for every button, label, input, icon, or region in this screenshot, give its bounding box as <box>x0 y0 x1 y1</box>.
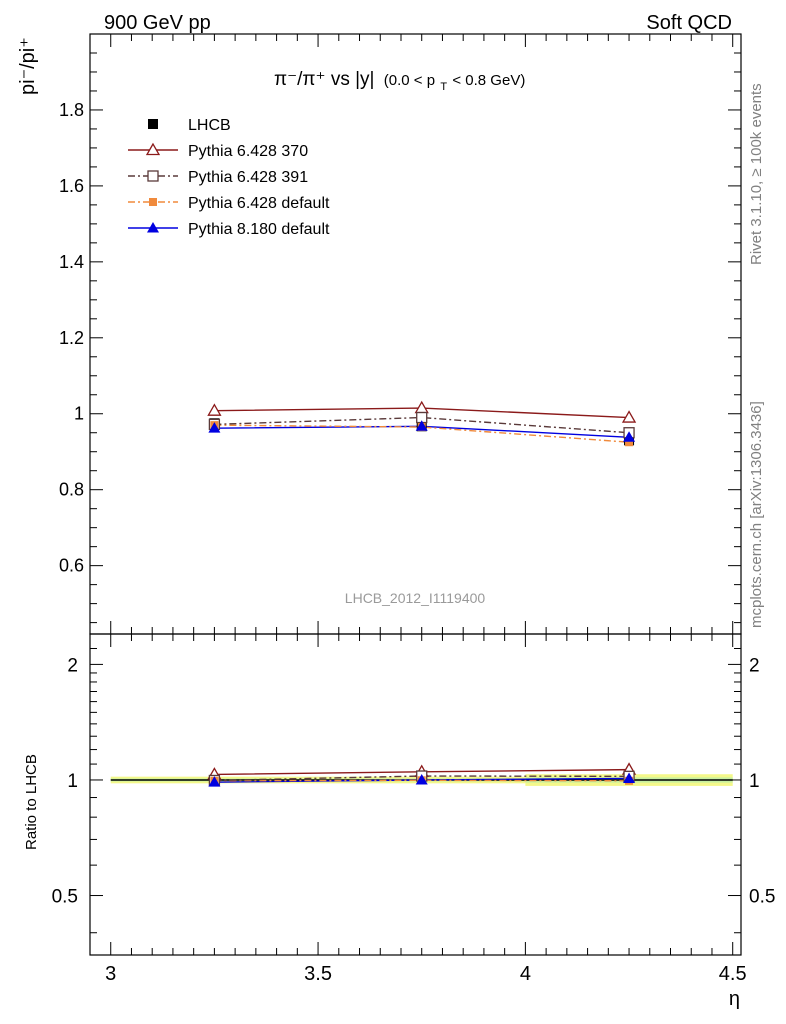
ratio-y-tick-label-right: 0.5 <box>749 887 775 908</box>
main-data-point <box>623 431 636 442</box>
main-data-point <box>207 403 222 416</box>
main-y-ticks: 0.6 0.8 1 1.2 1.4 1.6 1.8 <box>59 34 741 634</box>
main-data-point <box>415 420 428 431</box>
main-y-tick-label: 1.2 <box>59 328 84 348</box>
ratio-series-points <box>207 762 637 787</box>
header-right: Soft QCD <box>646 12 732 34</box>
rivet-label: Rivet 3.1.10, ≥ 100k events <box>748 83 765 265</box>
ratio-y-ticks: 0.5 0.5 1 1 2 2 <box>52 648 775 934</box>
main-y-tick-label: 1.4 <box>59 252 84 272</box>
main-title-cut-sub: T <box>440 81 447 93</box>
ratio-data-point <box>415 773 428 785</box>
main-panel: 0.6 0.8 1 1.2 1.4 1.6 1.8 pi⁻/pi⁺ π⁻/π⁺ vs |y|… <box>17 33 742 635</box>
legend-label: Pythia 8.180 default <box>188 221 330 238</box>
ratio-data-point <box>208 776 221 787</box>
ratio-series-line <box>214 779 630 782</box>
legend-label: Pythia 6.428 370 <box>188 143 308 160</box>
x-tick-label: 4 <box>520 963 531 985</box>
ratio-data-point <box>623 772 636 783</box>
main-title-main: π⁻/π⁺ vs |y| <box>274 69 374 90</box>
legend-marker <box>145 142 161 156</box>
main-data-point <box>621 410 637 423</box>
x-tick-label: 3 <box>105 963 116 985</box>
legend-marker <box>147 222 159 233</box>
main-y-tick-label: 0.8 <box>59 480 84 500</box>
legend-label: LHCB <box>188 117 231 134</box>
main-title: π⁻/π⁺ vs |y| (0.0 < p T < 0.8 GeV) <box>274 69 525 95</box>
ratio-panel: 0.5 0.5 1 1 2 2 3 3.5 4 4.5 Ratio to LHCB η <box>23 633 775 1010</box>
legend-marker <box>149 198 157 206</box>
main-y-tick-label: 1 <box>74 404 84 424</box>
legend-label: Pythia 6.428 default <box>188 195 330 212</box>
mcplots-label: mcplots.cern.ch [arXiv:1306.3436] <box>748 401 765 628</box>
main-data-point <box>208 422 221 433</box>
ratio-y-tick-label-right: 1 <box>749 771 760 792</box>
x-axis-label: η <box>729 988 740 1010</box>
main-y-tick-label: 1.6 <box>59 176 84 196</box>
main-data-point <box>625 438 634 447</box>
legend-marker <box>147 170 159 182</box>
main-title-cut-end: < 0.8 GeV) <box>452 72 525 89</box>
x-axis-ticks: 3 3.5 4 4.5 <box>105 634 747 985</box>
ratio-series-line <box>214 775 630 782</box>
main-series-line <box>214 424 630 443</box>
ratio-y-tick-label: 2 <box>67 655 78 676</box>
header-left: 900 GeV pp <box>104 12 211 34</box>
main-series-points <box>207 400 637 447</box>
ratio-y-axis-label: Ratio to LHCB <box>23 754 40 850</box>
x-tick-label: 4.5 <box>719 963 747 985</box>
main-y-tick-label: 0.6 <box>59 556 84 576</box>
main-y-tick-label: 1.8 <box>59 100 84 120</box>
legend-label: Pythia 6.428 391 <box>188 169 308 186</box>
main-y-axis-label: pi⁻/pi⁺ <box>17 37 39 95</box>
watermark: LHCB_2012_I1119400 <box>345 590 486 606</box>
x-tick-label: 3.5 <box>304 963 332 985</box>
main-title-cut: (0.0 < p <box>384 72 435 89</box>
legend-marker <box>148 119 158 129</box>
main-data-point <box>414 400 429 414</box>
ratio-y-tick-label: 1 <box>67 771 78 792</box>
ratio-y-tick-label-right: 2 <box>749 655 760 676</box>
legend: LHCB Pythia 6.428 370 Pythia 6.428 391 Pyth… <box>128 117 330 238</box>
ratio-frame <box>89 633 742 956</box>
ratio-y-tick-label: 0.5 <box>52 887 78 908</box>
main-series-line <box>214 416 630 434</box>
